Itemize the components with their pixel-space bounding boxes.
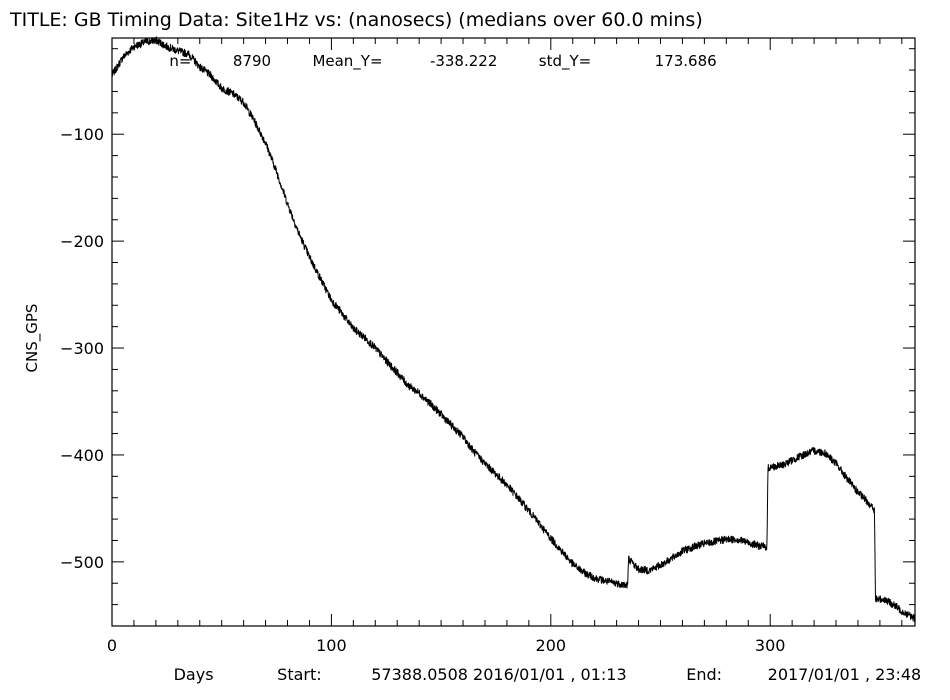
x-axis-footer: Days Start: 57388.0508 2016/01/01 , 01:1… xyxy=(138,665,947,684)
stats-n-label: n= xyxy=(169,52,191,70)
y-tick-label: −300 xyxy=(60,339,104,358)
end-label: End: xyxy=(686,665,722,684)
stats-std-label: std_Y= xyxy=(539,52,591,71)
stats-mean-value: -338.222 xyxy=(430,52,497,70)
chart-title: TITLE: GB Timing Data: Site1Hz vs: (nano… xyxy=(9,9,703,31)
stats-mean-label: Mean_Y= xyxy=(312,52,382,71)
stats-readout: n= 8790 Mean_Y= -338.222 std_Y= 173.686 xyxy=(136,52,741,71)
stats-std-value: 173.686 xyxy=(655,52,717,70)
axes-layer xyxy=(111,37,916,627)
start-label: Start: xyxy=(277,665,321,684)
y-tick-label: −100 xyxy=(60,125,104,144)
x-axis-label: Days xyxy=(174,665,214,684)
y-tick-label: −200 xyxy=(60,232,104,251)
x-tick-label: 100 xyxy=(316,636,347,655)
ticks-layer: 0 100 200 300 −100 −200 −300 −400 −500 xyxy=(60,38,915,655)
x-tick-label: 0 xyxy=(107,636,117,655)
y-tick-label: −400 xyxy=(60,446,104,465)
y-axis-label: CNS_GPS xyxy=(23,304,42,373)
y-tick-label: −500 xyxy=(60,553,104,572)
plot-layer xyxy=(111,36,916,622)
x-tick-label: 300 xyxy=(755,636,786,655)
plot-frame xyxy=(111,37,916,627)
series-line-1 xyxy=(111,36,916,622)
start-value: 57388.0508 2016/01/01 , 01:13 xyxy=(371,665,626,684)
end-value: 2017/01/01 , 23:48 xyxy=(768,665,922,684)
x-tick-label: 200 xyxy=(536,636,567,655)
stats-n-value: 8790 xyxy=(233,52,271,70)
